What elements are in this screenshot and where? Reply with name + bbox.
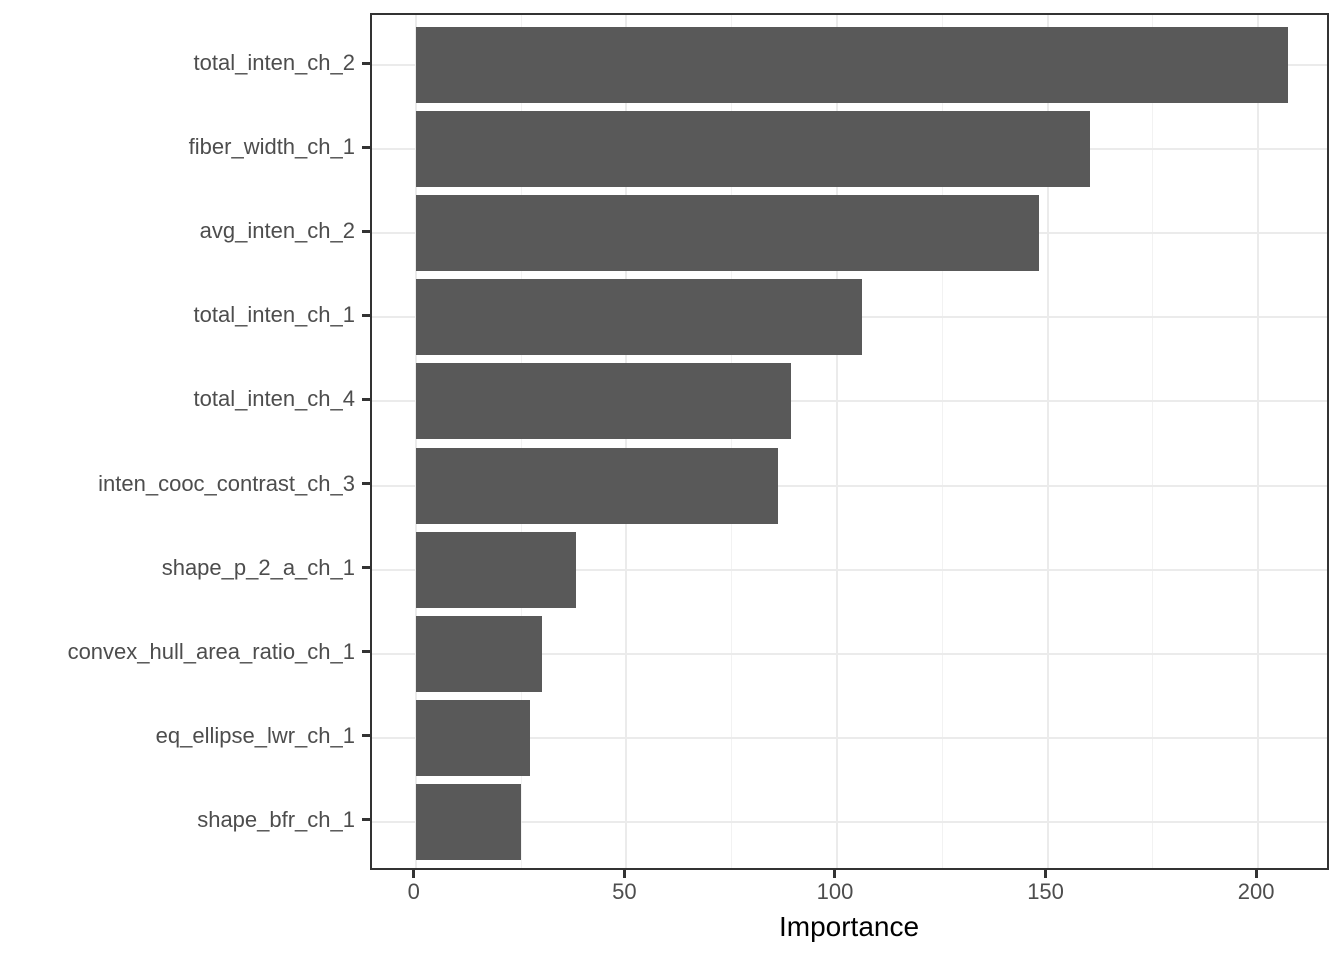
y-tick-mark: [362, 818, 370, 822]
x-tick-mark: [622, 870, 626, 878]
y-axis-label-shape_bfr_ch_1: shape_bfr_ch_1: [197, 806, 355, 832]
gridline-minor-vertical: [1152, 15, 1154, 868]
gridline-minor-vertical: [731, 15, 733, 868]
x-tick-mark: [1044, 870, 1048, 878]
bar-total_inten_ch_1: [415, 279, 863, 356]
y-tick-mark: [362, 145, 370, 149]
gridline-minor-vertical: [941, 15, 943, 868]
gridline-major-horizontal: [372, 484, 1327, 487]
bar-convex_hull_area_ratio_ch_1: [415, 615, 543, 692]
y-axis-label-total_inten_ch_1: total_inten_ch_1: [193, 302, 355, 328]
x-tick-mark: [412, 870, 416, 878]
y-axis-label-eq_ellipse_lwr_ch_1: eq_ellipse_lwr_ch_1: [155, 722, 355, 748]
y-tick-mark: [362, 734, 370, 738]
gridline-major-vertical: [414, 15, 417, 868]
plot-panel: [370, 13, 1329, 870]
x-tick-label: 0: [407, 879, 420, 904]
y-axis-label-total_inten_ch_2: total_inten_ch_2: [193, 50, 355, 76]
bar-total_inten_ch_2: [415, 27, 1288, 104]
gridline-major-horizontal: [372, 820, 1327, 823]
y-tick-mark: [362, 397, 370, 401]
x-axis-title: Importance: [778, 911, 920, 942]
bar-avg_inten_ch_2: [415, 195, 1040, 272]
gridline-major-horizontal: [372, 736, 1327, 739]
gridline-major-vertical: [1257, 15, 1260, 868]
gridline-major-vertical: [1046, 15, 1049, 868]
bar-inten_cooc_contrast_ch_3: [415, 447, 778, 524]
gridline-major-vertical: [625, 15, 628, 868]
bar-total_inten_ch_4: [415, 363, 791, 440]
x-tick-label: 100: [816, 879, 854, 904]
gridline-major-vertical: [835, 15, 838, 868]
y-tick-mark: [362, 482, 370, 485]
y-tick-mark: [362, 313, 370, 317]
y-axis-label-convex_hull_area_ratio_ch_1: convex_hull_area_ratio_ch_1: [67, 638, 355, 664]
gridline-minor-vertical: [520, 15, 522, 868]
bar-shape_bfr_ch_1: [415, 783, 522, 860]
y-axis-label-avg_inten_ch_2: avg_inten_ch_2: [199, 218, 355, 244]
y-tick-mark: [362, 61, 370, 65]
y-tick-mark: [362, 229, 370, 233]
bar-eq_ellipse_lwr_ch_1: [415, 699, 530, 776]
bar-shape_p_2_a_ch_1: [415, 531, 576, 608]
y-axis-label-shape_p_2_a_ch_1: shape_p_2_a_ch_1: [161, 554, 355, 580]
y-tick-mark: [362, 566, 370, 570]
x-tick-mark: [833, 870, 837, 878]
x-tick-label: 150: [1027, 879, 1064, 904]
y-axis-label-total_inten_ch_4: total_inten_ch_4: [193, 386, 355, 412]
gridline-major-horizontal: [372, 652, 1327, 655]
x-tick-mark: [1254, 870, 1258, 878]
y-tick-mark: [362, 650, 370, 654]
y-axis-label-inten_cooc_contrast_ch_3: inten_cooc_contrast_ch_3: [98, 470, 355, 496]
x-tick-label: 50: [612, 879, 637, 904]
gridline-major-horizontal: [372, 400, 1327, 403]
y-axis-label-fiber_width_ch_1: fiber_width_ch_1: [188, 134, 355, 160]
bar-fiber_width_ch_1: [415, 111, 1090, 188]
x-tick-label: 200: [1237, 879, 1275, 904]
gridline-major-horizontal: [372, 568, 1327, 571]
